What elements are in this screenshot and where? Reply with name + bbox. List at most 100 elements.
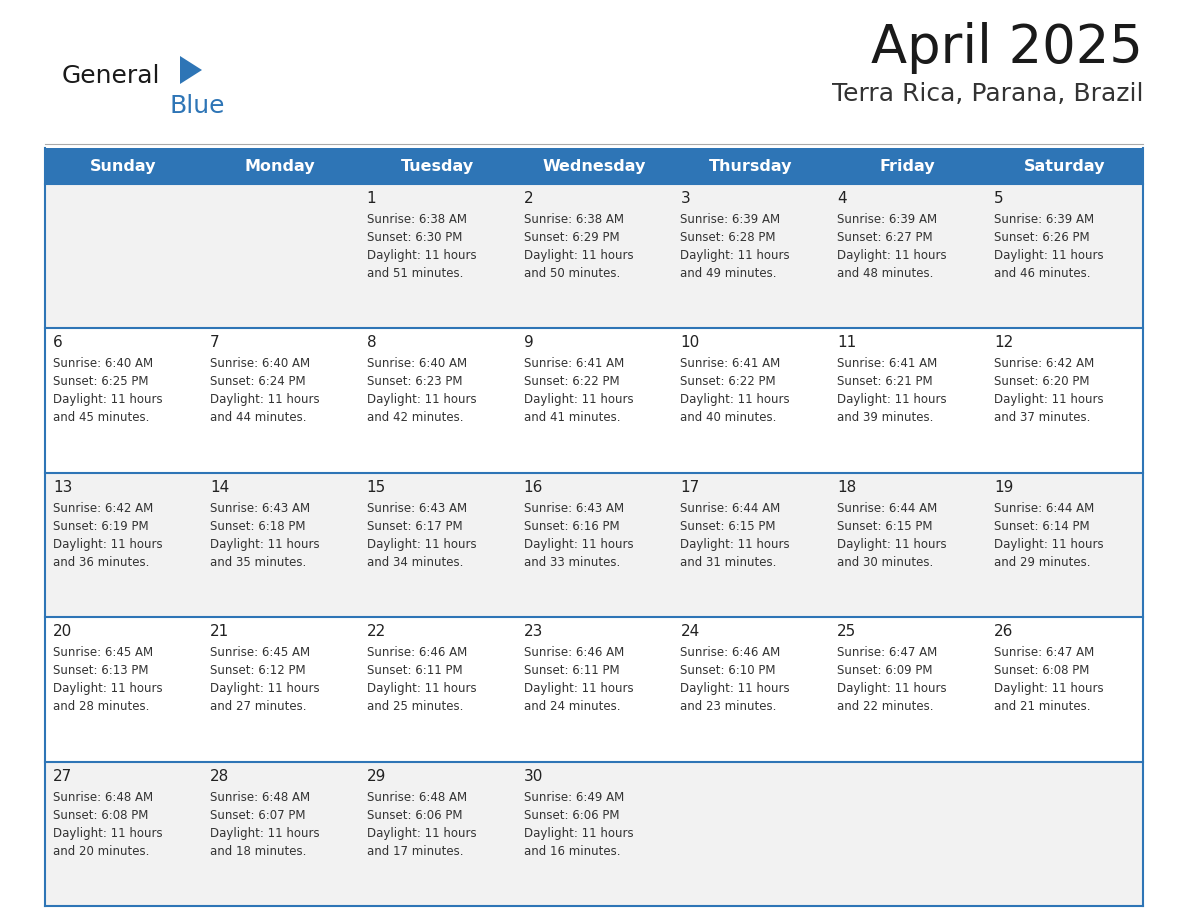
Text: Sunset: 6:22 PM: Sunset: 6:22 PM <box>681 375 776 388</box>
Text: and 46 minutes.: and 46 minutes. <box>994 267 1091 280</box>
Text: Sunset: 6:26 PM: Sunset: 6:26 PM <box>994 231 1089 244</box>
Text: and 18 minutes.: and 18 minutes. <box>210 845 307 857</box>
Text: April 2025: April 2025 <box>871 22 1143 74</box>
Text: Sunrise: 6:44 AM: Sunrise: 6:44 AM <box>681 502 781 515</box>
Text: and 20 minutes.: and 20 minutes. <box>53 845 150 857</box>
Text: Thursday: Thursday <box>709 159 792 174</box>
Text: Sunrise: 6:38 AM: Sunrise: 6:38 AM <box>524 213 624 226</box>
Bar <box>45 762 1143 906</box>
Text: General: General <box>62 64 160 88</box>
Text: 24: 24 <box>681 624 700 639</box>
Text: and 24 minutes.: and 24 minutes. <box>524 700 620 713</box>
Text: Sunrise: 6:43 AM: Sunrise: 6:43 AM <box>367 502 467 515</box>
Text: Daylight: 11 hours: Daylight: 11 hours <box>524 682 633 695</box>
Text: Sunset: 6:08 PM: Sunset: 6:08 PM <box>994 665 1089 677</box>
Text: Daylight: 11 hours: Daylight: 11 hours <box>210 538 320 551</box>
Text: Sunset: 6:14 PM: Sunset: 6:14 PM <box>994 520 1089 532</box>
Text: and 42 minutes.: and 42 minutes. <box>367 411 463 424</box>
Text: Sunrise: 6:43 AM: Sunrise: 6:43 AM <box>524 502 624 515</box>
Text: and 30 minutes.: and 30 minutes. <box>838 555 934 569</box>
Text: Sunset: 6:27 PM: Sunset: 6:27 PM <box>838 231 933 244</box>
Text: Sunset: 6:23 PM: Sunset: 6:23 PM <box>367 375 462 388</box>
Text: and 22 minutes.: and 22 minutes. <box>838 700 934 713</box>
Text: and 16 minutes.: and 16 minutes. <box>524 845 620 857</box>
Text: Daylight: 11 hours: Daylight: 11 hours <box>53 538 163 551</box>
Bar <box>45 617 1143 762</box>
Text: and 41 minutes.: and 41 minutes. <box>524 411 620 424</box>
Text: Sunrise: 6:44 AM: Sunrise: 6:44 AM <box>838 502 937 515</box>
Text: Blue: Blue <box>170 94 226 118</box>
Text: 1: 1 <box>367 191 377 206</box>
Text: 2: 2 <box>524 191 533 206</box>
Text: Sunrise: 6:41 AM: Sunrise: 6:41 AM <box>838 357 937 370</box>
Polygon shape <box>181 56 202 84</box>
Text: 3: 3 <box>681 191 690 206</box>
Text: Sunrise: 6:46 AM: Sunrise: 6:46 AM <box>367 646 467 659</box>
Text: Daylight: 11 hours: Daylight: 11 hours <box>53 826 163 840</box>
Text: and 39 minutes.: and 39 minutes. <box>838 411 934 424</box>
Text: Sunset: 6:19 PM: Sunset: 6:19 PM <box>53 520 148 532</box>
Text: Sunrise: 6:40 AM: Sunrise: 6:40 AM <box>53 357 153 370</box>
Text: Sunset: 6:12 PM: Sunset: 6:12 PM <box>210 665 305 677</box>
Text: Daylight: 11 hours: Daylight: 11 hours <box>994 394 1104 407</box>
Text: and 34 minutes.: and 34 minutes. <box>367 555 463 569</box>
Text: Sunset: 6:10 PM: Sunset: 6:10 PM <box>681 665 776 677</box>
Text: Daylight: 11 hours: Daylight: 11 hours <box>367 538 476 551</box>
Text: Daylight: 11 hours: Daylight: 11 hours <box>681 394 790 407</box>
Text: and 48 minutes.: and 48 minutes. <box>838 267 934 280</box>
Text: Sunset: 6:11 PM: Sunset: 6:11 PM <box>524 665 619 677</box>
Text: 10: 10 <box>681 335 700 351</box>
Text: Sunrise: 6:45 AM: Sunrise: 6:45 AM <box>53 646 153 659</box>
Text: 14: 14 <box>210 480 229 495</box>
Text: and 28 minutes.: and 28 minutes. <box>53 700 150 713</box>
Text: Sunset: 6:13 PM: Sunset: 6:13 PM <box>53 665 148 677</box>
Text: Sunrise: 6:41 AM: Sunrise: 6:41 AM <box>681 357 781 370</box>
Text: Sunrise: 6:46 AM: Sunrise: 6:46 AM <box>681 646 781 659</box>
Text: Daylight: 11 hours: Daylight: 11 hours <box>367 826 476 840</box>
Text: Daylight: 11 hours: Daylight: 11 hours <box>524 826 633 840</box>
Text: 15: 15 <box>367 480 386 495</box>
Text: Daylight: 11 hours: Daylight: 11 hours <box>681 249 790 262</box>
Text: 7: 7 <box>210 335 220 351</box>
Text: Sunset: 6:17 PM: Sunset: 6:17 PM <box>367 520 462 532</box>
Text: Sunrise: 6:40 AM: Sunrise: 6:40 AM <box>210 357 310 370</box>
Text: 19: 19 <box>994 480 1013 495</box>
Text: Sunset: 6:09 PM: Sunset: 6:09 PM <box>838 665 933 677</box>
Text: 21: 21 <box>210 624 229 639</box>
Text: and 44 minutes.: and 44 minutes. <box>210 411 307 424</box>
Text: Sunrise: 6:45 AM: Sunrise: 6:45 AM <box>210 646 310 659</box>
Text: 27: 27 <box>53 768 72 784</box>
Bar <box>45 148 1143 184</box>
Text: Sunrise: 6:47 AM: Sunrise: 6:47 AM <box>994 646 1094 659</box>
Text: Friday: Friday <box>880 159 935 174</box>
Text: Sunrise: 6:44 AM: Sunrise: 6:44 AM <box>994 502 1094 515</box>
Text: and 36 minutes.: and 36 minutes. <box>53 555 150 569</box>
Text: Sunset: 6:16 PM: Sunset: 6:16 PM <box>524 520 619 532</box>
Text: Sunset: 6:11 PM: Sunset: 6:11 PM <box>367 665 462 677</box>
Text: Sunset: 6:07 PM: Sunset: 6:07 PM <box>210 809 305 822</box>
Text: Sunset: 6:25 PM: Sunset: 6:25 PM <box>53 375 148 388</box>
Text: Daylight: 11 hours: Daylight: 11 hours <box>210 682 320 695</box>
Text: Sunset: 6:15 PM: Sunset: 6:15 PM <box>681 520 776 532</box>
Text: Daylight: 11 hours: Daylight: 11 hours <box>524 538 633 551</box>
Text: Terra Rica, Parana, Brazil: Terra Rica, Parana, Brazil <box>832 82 1143 106</box>
Text: 22: 22 <box>367 624 386 639</box>
Text: Sunrise: 6:42 AM: Sunrise: 6:42 AM <box>994 357 1094 370</box>
Text: Sunset: 6:21 PM: Sunset: 6:21 PM <box>838 375 933 388</box>
Text: 18: 18 <box>838 480 857 495</box>
Text: Sunrise: 6:46 AM: Sunrise: 6:46 AM <box>524 646 624 659</box>
Text: Sunset: 6:08 PM: Sunset: 6:08 PM <box>53 809 148 822</box>
Text: 26: 26 <box>994 624 1013 639</box>
Text: Daylight: 11 hours: Daylight: 11 hours <box>53 682 163 695</box>
Text: 28: 28 <box>210 768 229 784</box>
Text: 23: 23 <box>524 624 543 639</box>
Text: Daylight: 11 hours: Daylight: 11 hours <box>210 826 320 840</box>
Text: Sunrise: 6:48 AM: Sunrise: 6:48 AM <box>210 790 310 803</box>
Text: 8: 8 <box>367 335 377 351</box>
Text: 4: 4 <box>838 191 847 206</box>
Text: Sunset: 6:18 PM: Sunset: 6:18 PM <box>210 520 305 532</box>
Text: and 23 minutes.: and 23 minutes. <box>681 700 777 713</box>
Text: Daylight: 11 hours: Daylight: 11 hours <box>524 249 633 262</box>
Text: and 31 minutes.: and 31 minutes. <box>681 555 777 569</box>
Text: Daylight: 11 hours: Daylight: 11 hours <box>367 249 476 262</box>
